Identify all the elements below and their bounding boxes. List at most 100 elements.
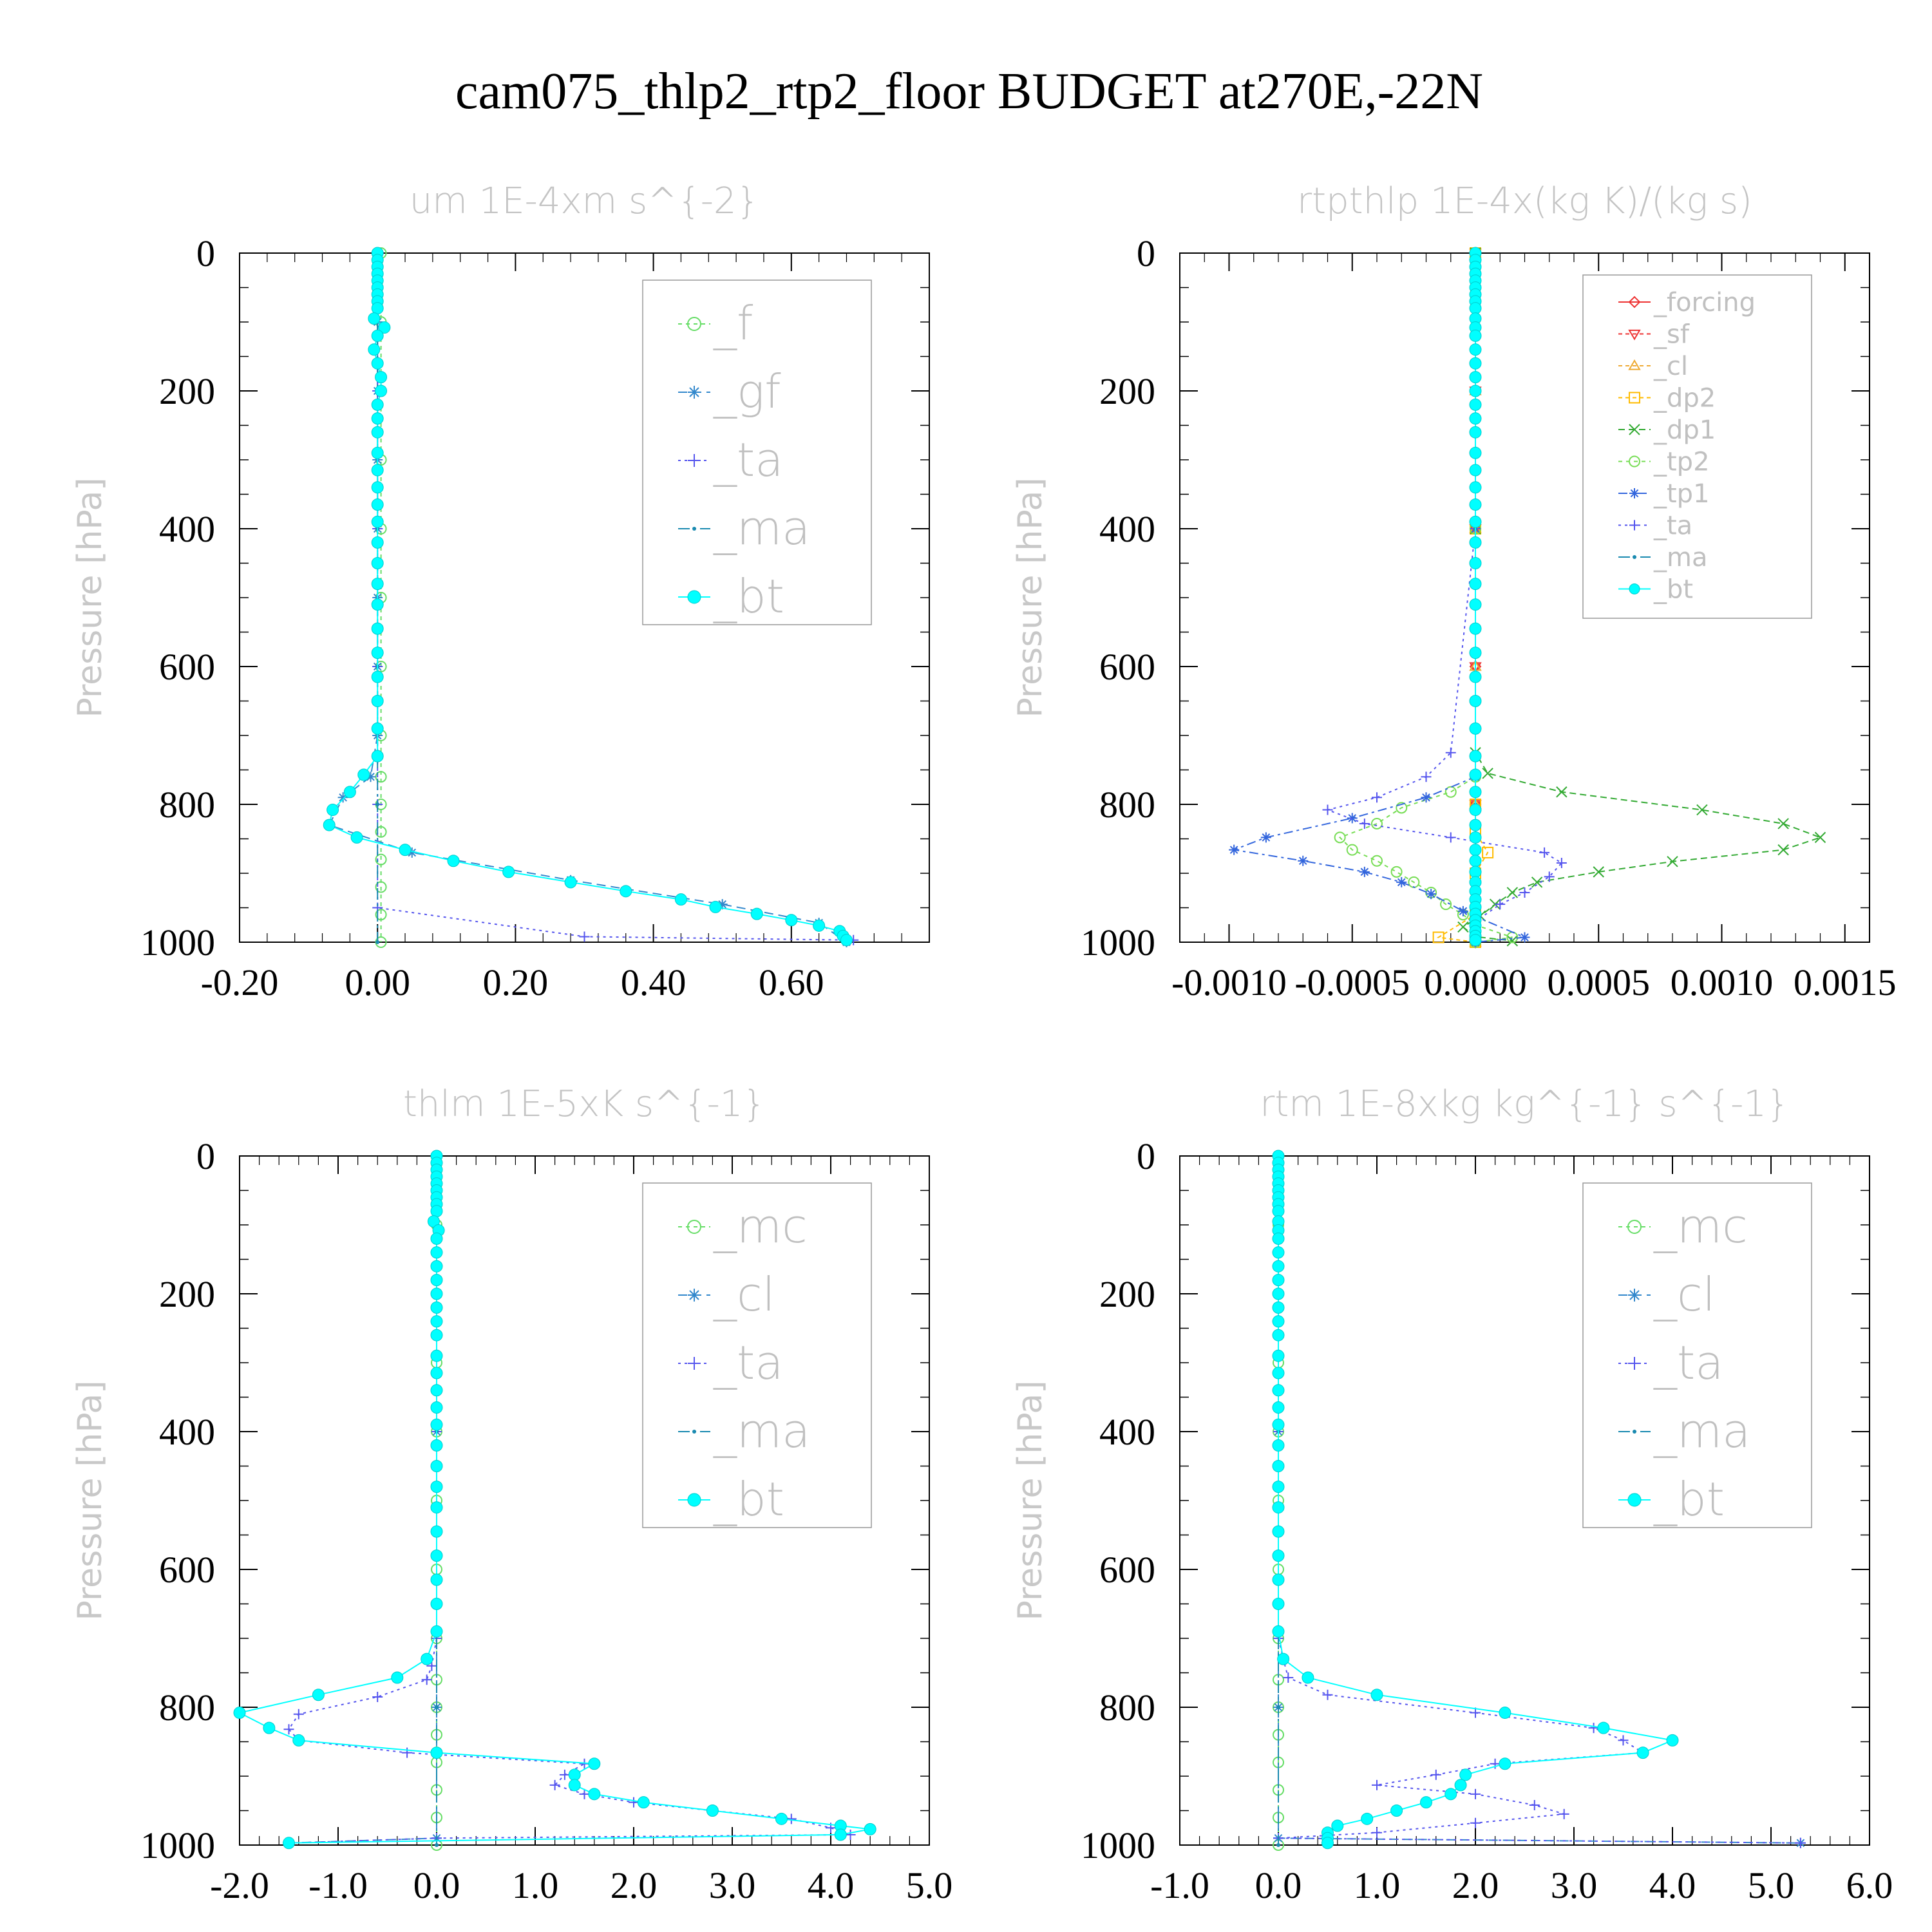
legend-marker — [1629, 520, 1640, 531]
panel-3: thlm 1E-5xK s^{-1} Pressure [hPa] 0 200 400 6… — [71, 1083, 952, 1906]
legend-label: _ta — [713, 433, 783, 487]
data-point — [1272, 1274, 1285, 1287]
data-point — [1469, 343, 1482, 356]
data-point — [1558, 1808, 1569, 1819]
data-point — [1469, 934, 1482, 947]
y-tick-label: 200 — [159, 370, 215, 412]
data-point — [1276, 1705, 1280, 1709]
panel-title: um 1E-4xm s^{-2} — [410, 180, 759, 222]
series-tp2 — [1334, 247, 1519, 948]
data-point — [430, 1418, 443, 1431]
data-point — [430, 1573, 443, 1586]
x-tick-label: 0.0 — [1255, 1864, 1302, 1906]
x-tick-label: 0.0005 — [1548, 961, 1651, 1003]
data-point — [1469, 384, 1482, 397]
x-tick-label: 4.0 — [1649, 1864, 1696, 1906]
data-point — [1469, 412, 1482, 425]
x-tick-label: -1.0 — [1150, 1864, 1209, 1906]
series-line — [289, 1156, 437, 1844]
data-point — [371, 412, 384, 425]
data-point — [559, 1769, 570, 1780]
data-point — [1469, 768, 1482, 781]
data-point — [1272, 1246, 1285, 1259]
data-point — [1469, 819, 1482, 831]
y-axis-label: Pressure [hPa] — [71, 1381, 109, 1621]
data-point — [813, 919, 826, 932]
data-point — [312, 1689, 325, 1701]
panel-4: rtm 1E-8xkg kg^{-1} s^{-1} Pressure [hPa]… — [1011, 1083, 1893, 1906]
data-point — [1272, 1315, 1285, 1328]
data-point — [1469, 622, 1482, 635]
y-axis-label: Pressure [hPa] — [71, 478, 109, 718]
panel-title: rtpthlp 1E-4x(kg K)/(kg s) — [1297, 180, 1752, 222]
data-point — [1359, 818, 1370, 829]
data-point — [430, 1287, 443, 1300]
data-point — [343, 786, 356, 799]
data-point — [371, 398, 384, 411]
legend-label: _tp2 — [1653, 448, 1710, 477]
data-point — [378, 321, 391, 334]
series-cl — [283, 1151, 442, 1848]
data-point — [579, 931, 590, 942]
data-point — [1321, 1837, 1334, 1850]
data-point — [1470, 1788, 1481, 1799]
x-tick-label: 2.0 — [611, 1864, 658, 1906]
data-point — [365, 772, 376, 782]
legend-marker — [688, 386, 701, 399]
legend-label: _forcing — [1653, 288, 1756, 317]
data-point — [1556, 857, 1567, 868]
data-point — [1469, 371, 1482, 384]
data-point — [1272, 1549, 1285, 1562]
data-point — [1636, 1747, 1649, 1759]
y-tick-label: 0 — [196, 1135, 215, 1177]
data-point — [1556, 786, 1567, 798]
data-point — [1390, 1804, 1403, 1817]
data-point — [1396, 876, 1407, 887]
series-bt — [1272, 1150, 1679, 1850]
data-point — [1272, 1349, 1285, 1362]
data-point — [840, 934, 853, 947]
data-point — [375, 853, 387, 866]
legend-marker — [1629, 583, 1640, 594]
data-point — [371, 481, 384, 494]
data-point — [1272, 1460, 1285, 1472]
data-point — [430, 1274, 443, 1287]
legend-marker — [687, 317, 701, 331]
data-point — [430, 1625, 443, 1638]
data-point — [1272, 1384, 1285, 1397]
data-point — [1440, 898, 1452, 911]
series-bt — [1469, 247, 1482, 947]
x-tick-label: 1.0 — [512, 1864, 559, 1906]
data-point — [1469, 557, 1482, 569]
data-point — [430, 1384, 443, 1397]
data-point — [430, 1329, 443, 1341]
data-point — [637, 1796, 650, 1809]
data-point — [1272, 1232, 1285, 1245]
data-point — [371, 302, 384, 315]
data-point — [430, 1232, 443, 1245]
data-point — [1469, 357, 1482, 370]
data-point — [1469, 515, 1482, 528]
data-point — [834, 1828, 847, 1841]
data-point — [375, 881, 387, 893]
data-point — [568, 1779, 581, 1792]
panel-title: thlm 1E-5xK s^{-1} — [403, 1083, 766, 1125]
data-point — [1371, 817, 1383, 829]
data-point — [1469, 866, 1482, 878]
legend-label: _ma — [1653, 543, 1707, 573]
legend-label: _ma — [713, 1404, 810, 1458]
x-tick-label: 4.0 — [808, 1864, 855, 1906]
data-point — [709, 900, 722, 913]
data-point — [786, 1814, 797, 1824]
data-point — [1283, 1672, 1294, 1683]
data-point — [750, 907, 763, 920]
y-tick-label: 1000 — [140, 922, 215, 963]
series-line — [1325, 253, 1563, 942]
data-point — [435, 1843, 439, 1847]
data-point — [1272, 1401, 1285, 1414]
data-point — [371, 498, 384, 511]
series-line — [1338, 253, 1513, 943]
data-point — [421, 1653, 433, 1665]
y-tick-label: 600 — [1099, 1549, 1155, 1591]
panel-title: rtm 1E-8xkg kg^{-1} s^{-1} — [1260, 1083, 1789, 1125]
